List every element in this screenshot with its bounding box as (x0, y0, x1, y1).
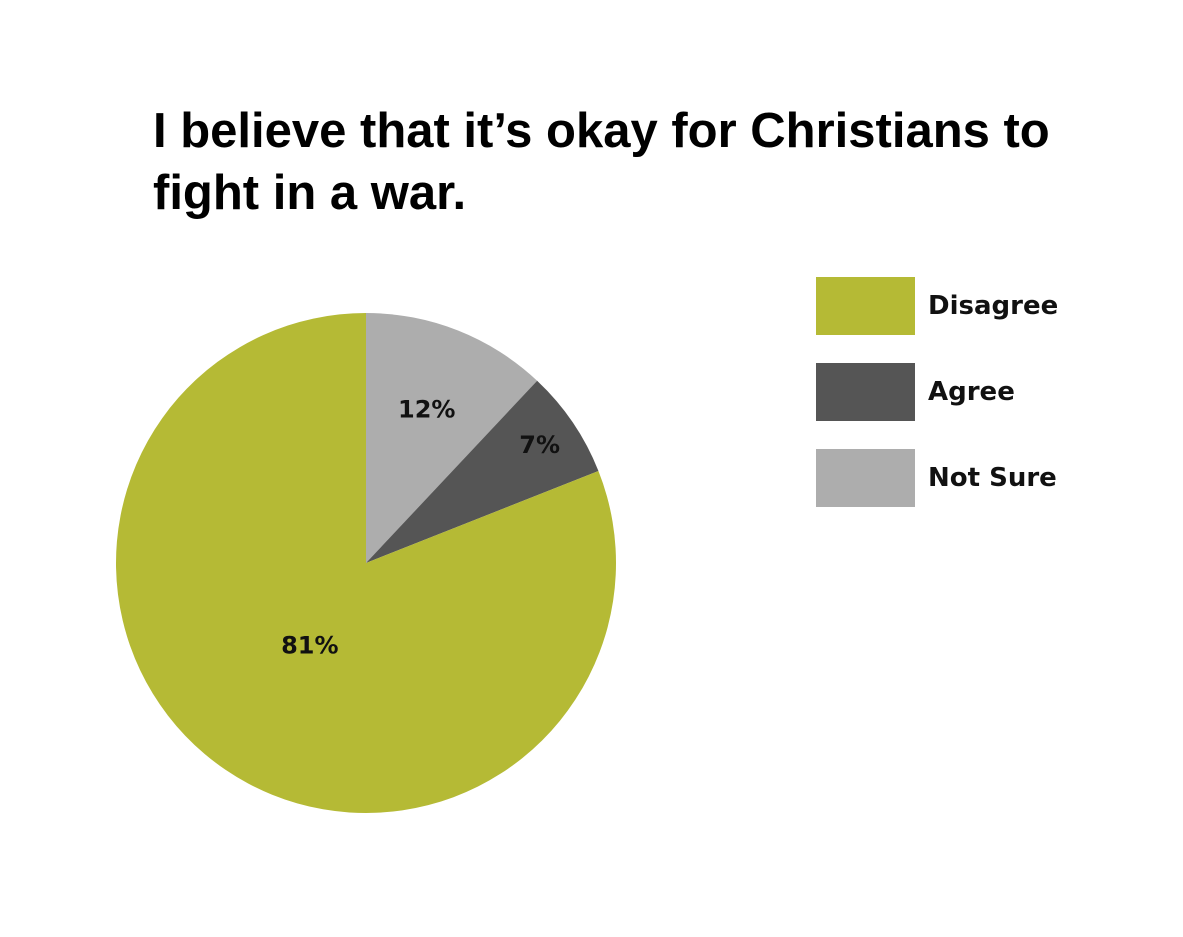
chart-title: I believe that it’s okay for Christians … (153, 104, 1050, 220)
pie-slices (115, 313, 616, 813)
pie-slice-agree (366, 380, 599, 563)
legend-item-not-sure: Not Sure (816, 449, 1058, 507)
pie-slice-labels: 12% 7% 81% (281, 396, 560, 660)
legend-label-agree: Agree (928, 377, 1015, 407)
pie-slice-not-sure (366, 313, 538, 563)
pie-slice-disagree (115, 313, 616, 813)
pie-label-disagree: 81% (281, 632, 338, 660)
legend-swatch-disagree (816, 277, 915, 335)
legend-label-disagree: Disagree (928, 291, 1059, 321)
pie-label-not-sure: 12% (398, 396, 455, 424)
legend-item-agree: Agree (816, 363, 1058, 421)
pie-label-agree: 7% (519, 431, 560, 459)
legend-swatch-not-sure (816, 449, 915, 507)
legend-item-disagree: Disagree (816, 277, 1058, 335)
legend-label-not-sure: Not Sure (928, 463, 1057, 493)
legend-swatch-agree (816, 363, 915, 421)
legend: Disagree Agree Not Sure (816, 277, 1058, 535)
